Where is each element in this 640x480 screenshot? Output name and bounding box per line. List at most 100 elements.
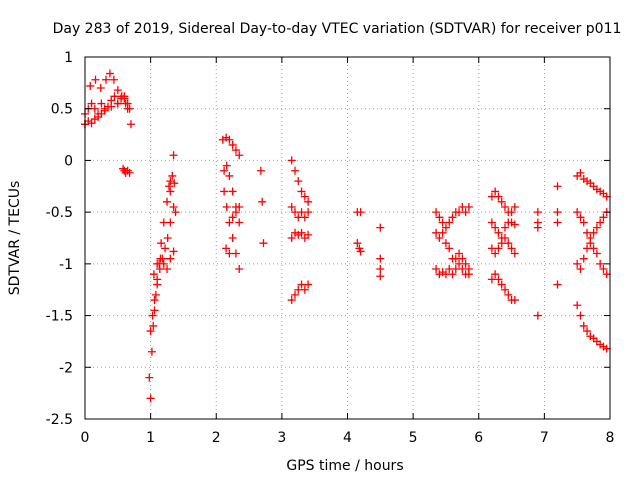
series-arc-5c [432,249,473,279]
data-point [300,192,309,201]
data-point [438,228,447,237]
data-point [356,247,365,256]
series-arc-2d [222,202,244,258]
y-tick-label: -1 [59,257,73,273]
data-point [435,234,444,242]
data-point [163,234,172,242]
data-point [235,202,244,211]
data-point [589,228,598,237]
data-point [448,213,457,222]
data-point [602,344,611,353]
data-point [501,223,509,232]
x-tick-label: 6 [474,430,483,446]
series-arc-3c [287,228,313,242]
data-point [90,104,99,113]
data-point [596,218,605,227]
data-point [126,120,135,129]
data-point [441,223,450,232]
data-point [147,347,156,356]
data-point [553,208,562,217]
data-point [376,254,385,263]
data-point [113,99,122,108]
x-axis: 0 1 2 3 4 5 6 7 8 [81,57,614,446]
data-point [146,394,155,403]
data-point [504,239,513,248]
y-axis: 1 0.5 0 -0.5 -1 -1.5 -2 -2.5 [46,50,610,428]
data-point [533,208,542,217]
data-point [573,301,582,310]
data-point [510,249,519,258]
data-point [464,202,473,211]
data-point [159,259,168,268]
data-point [161,244,170,253]
data-point [583,327,592,336]
data-point [304,280,313,289]
data-point [100,106,109,115]
data-point [222,161,231,170]
series-arc-7a [553,182,562,289]
data-point [510,202,519,211]
data-point [97,99,106,108]
data-point [150,306,159,315]
data-point [510,220,519,229]
data-point [494,275,503,284]
data-point [304,208,313,217]
data-point [87,99,96,108]
data-point [491,223,500,232]
data-point [166,187,175,196]
x-tick-label: 0 [81,430,90,446]
series-arc-6a [487,187,519,217]
data-point [464,265,473,274]
data-point [507,208,516,217]
series-arc-2e [256,166,268,248]
data-point [225,171,234,180]
data-point [91,75,100,84]
data-point [231,146,240,155]
data-point [287,296,296,305]
data-point [455,249,464,258]
data-point [356,208,365,217]
data-point [445,244,454,253]
data-point [222,244,231,253]
data-point [353,239,362,248]
data-point [109,75,118,84]
data-point [169,151,178,160]
series-arc-3a [287,156,313,206]
data-point [553,218,562,227]
data-point [573,259,582,268]
data-point [110,92,119,101]
data-point [259,239,268,248]
data-point [225,249,234,258]
data-point [501,234,509,242]
data-point [235,218,244,227]
y-tick-label: -2.5 [46,412,73,428]
x-axis-label: GPS time / hours [286,458,403,474]
data-point [291,290,299,299]
data-point [376,265,385,274]
data-point [105,69,114,78]
data-point [166,177,175,186]
data-point [150,296,159,305]
data-point [220,166,229,175]
data-point [231,208,240,217]
series-arc-7c [573,208,611,279]
data-point [258,197,267,206]
data-point [583,244,592,253]
data-point [596,259,605,268]
data-point [497,280,506,289]
data-point [579,254,588,263]
data-point [491,270,500,279]
data-point [576,311,585,320]
data-point [86,81,95,90]
series-arc-1b [146,202,180,336]
data-point [287,234,296,242]
series-arc-1c [149,247,178,279]
data-point [225,135,234,144]
data-point [163,265,172,274]
data-point [228,140,237,149]
y-tick-label: -1.5 [46,309,73,325]
chart-title: Day 283 of 2019, Sidereal Day-to-day VTE… [53,21,622,37]
data-point [149,270,158,279]
data-point [494,244,503,253]
data-point [148,311,157,320]
